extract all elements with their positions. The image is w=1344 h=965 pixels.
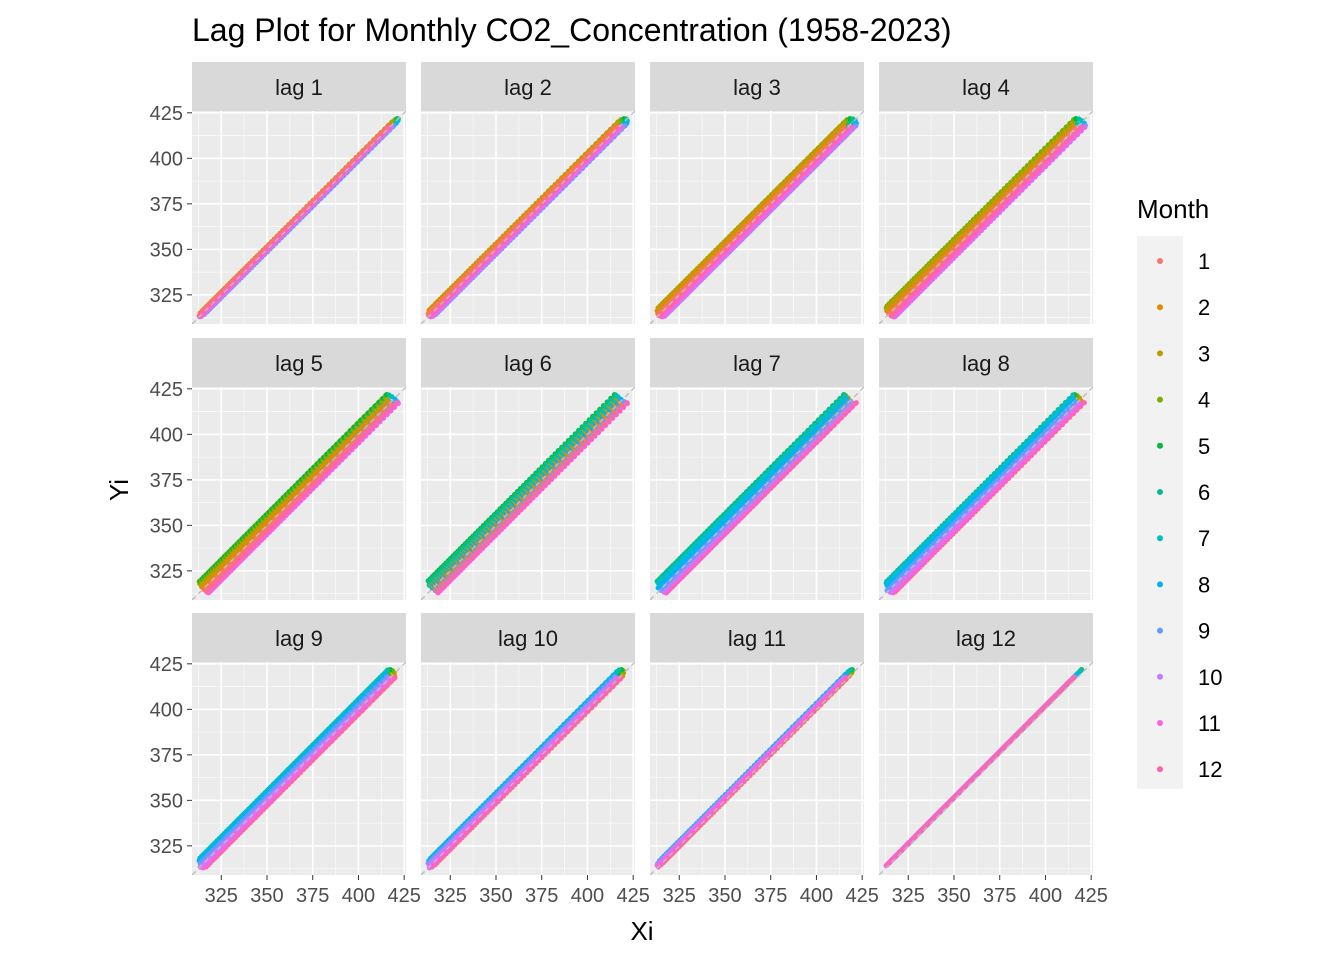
facet-panel-lag-3: lag 3 [650, 62, 864, 324]
facet-panel-lag-1: lag 1 [192, 62, 406, 324]
facet-strip-label: lag 2 [504, 75, 552, 100]
facet-panel-lag-2: lag 2 [421, 62, 635, 324]
facet-panel-lag-4: lag 4 [879, 62, 1093, 324]
facet-panel-lag-6: lag 6 [421, 338, 635, 600]
facet-strip-label: lag 6 [504, 351, 552, 376]
facet-strip-label: lag 3 [733, 75, 781, 100]
facet-strip-label: lag 5 [275, 351, 323, 376]
facet-strip-label: lag 1 [275, 75, 323, 100]
data-point [624, 400, 629, 405]
facet-panel-lag-5: lag 5 [192, 338, 406, 600]
chart-title: Lag Plot for Monthly CO2_Concentration (… [192, 12, 952, 48]
data-point [394, 400, 399, 405]
facet-panel-lag-7: lag 7 [650, 338, 864, 600]
facet-strip-label: lag 7 [733, 351, 781, 376]
facet-strip-label: lag 4 [962, 75, 1010, 100]
